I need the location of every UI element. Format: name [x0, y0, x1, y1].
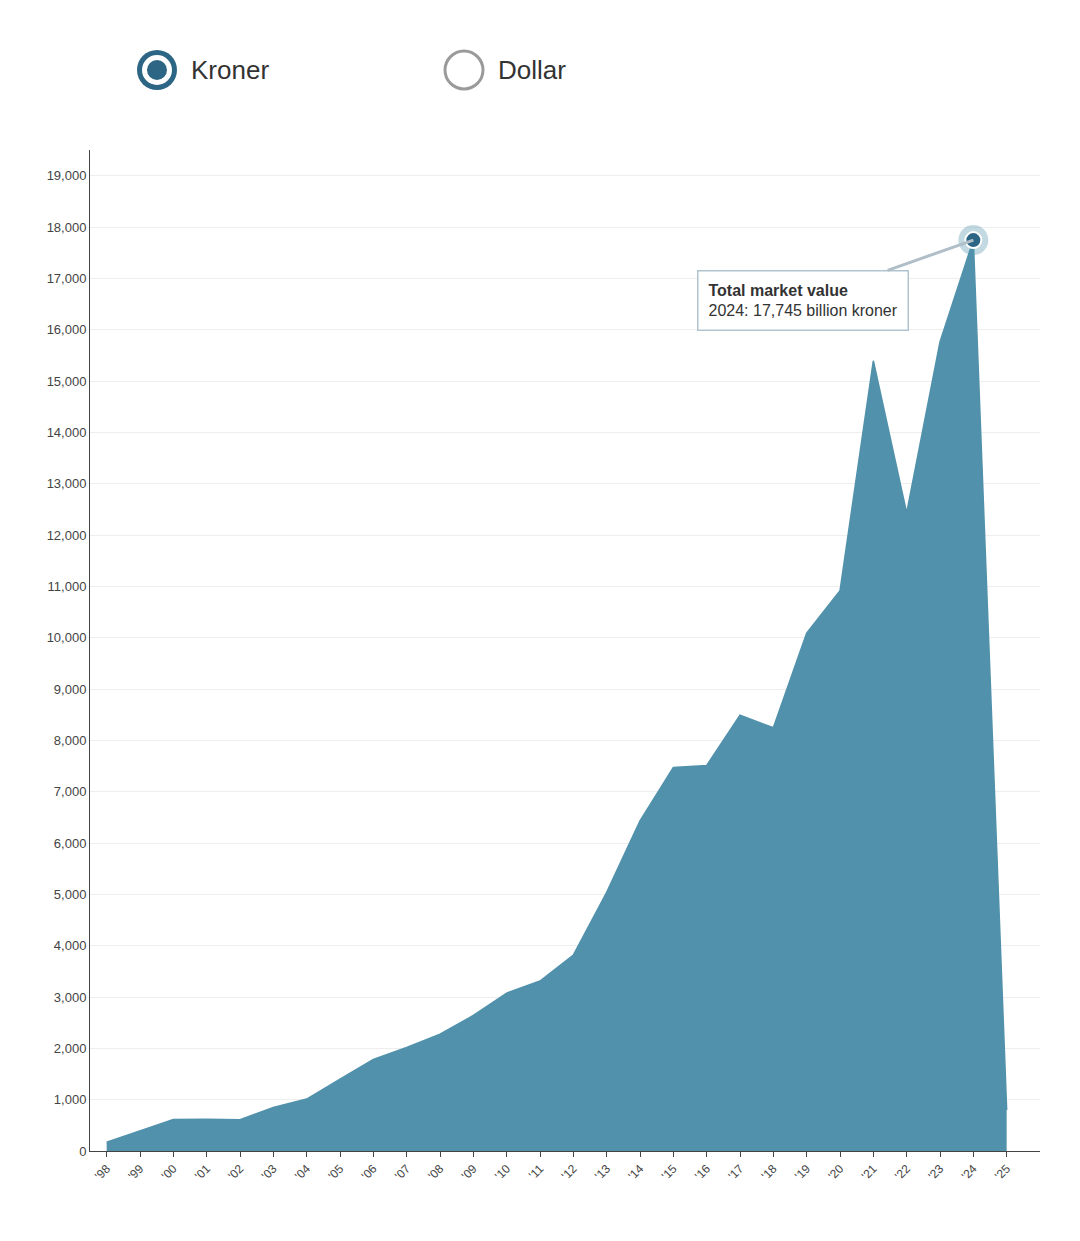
svg-text:15,000: 15,000 [47, 374, 87, 389]
svg-text:'06: '06 [359, 1162, 380, 1183]
svg-text:'22: '22 [892, 1162, 913, 1183]
svg-text:'05: '05 [325, 1162, 346, 1183]
svg-text:'19: '19 [792, 1162, 813, 1183]
svg-text:'20: '20 [825, 1162, 846, 1183]
svg-text:10,000: 10,000 [47, 630, 87, 645]
svg-text:9,000: 9,000 [54, 682, 87, 697]
svg-text:18,000: 18,000 [47, 220, 87, 235]
svg-text:'08: '08 [425, 1162, 446, 1183]
svg-text:0: 0 [79, 1144, 86, 1159]
svg-text:'98: '98 [92, 1162, 113, 1183]
svg-text:'24: '24 [959, 1162, 980, 1183]
svg-text:5,000: 5,000 [54, 887, 87, 902]
svg-text:'12: '12 [559, 1162, 580, 1183]
svg-text:'04: '04 [292, 1162, 313, 1183]
svg-text:'07: '07 [392, 1162, 413, 1183]
svg-text:2,000: 2,000 [54, 1041, 87, 1056]
svg-text:11,000: 11,000 [48, 579, 87, 594]
svg-text:'02: '02 [225, 1162, 246, 1183]
svg-text:Total market value2024: 17,745: Total market value2024: 17,745 billion k… [709, 282, 898, 320]
svg-text:'11: '11 [526, 1162, 547, 1183]
svg-text:13,000: 13,000 [47, 476, 87, 491]
svg-text:'25: '25 [992, 1162, 1013, 1183]
svg-text:6,000: 6,000 [54, 836, 87, 851]
svg-text:'16: '16 [692, 1162, 713, 1183]
svg-text:'14: '14 [625, 1162, 646, 1183]
svg-text:3,000: 3,000 [54, 990, 87, 1005]
svg-text:'01: '01 [192, 1162, 213, 1183]
svg-text:1,000: 1,000 [54, 1092, 87, 1107]
svg-text:'10: '10 [492, 1162, 513, 1183]
svg-text:16,000: 16,000 [47, 322, 87, 337]
svg-text:4,000: 4,000 [54, 938, 87, 953]
svg-text:'18: '18 [759, 1162, 780, 1183]
svg-text:Kroner: Kroner [191, 55, 269, 85]
svg-text:'21: '21 [859, 1162, 880, 1183]
svg-text:'03: '03 [259, 1162, 280, 1183]
svg-text:'13: '13 [592, 1162, 613, 1183]
svg-text:12,000: 12,000 [47, 528, 87, 543]
svg-text:Dollar: Dollar [498, 55, 566, 85]
svg-text:'17: '17 [725, 1162, 746, 1183]
svg-text:19,000: 19,000 [47, 168, 87, 183]
svg-text:7,000: 7,000 [54, 784, 87, 799]
svg-text:'09: '09 [459, 1162, 480, 1183]
svg-text:'15: '15 [659, 1162, 680, 1183]
svg-text:17,000: 17,000 [47, 271, 87, 286]
svg-text:8,000: 8,000 [54, 733, 87, 748]
svg-text:'23: '23 [925, 1162, 946, 1183]
svg-text:'99: '99 [125, 1162, 146, 1183]
svg-text:14,000: 14,000 [47, 425, 87, 440]
svg-text:'00: '00 [159, 1162, 180, 1183]
